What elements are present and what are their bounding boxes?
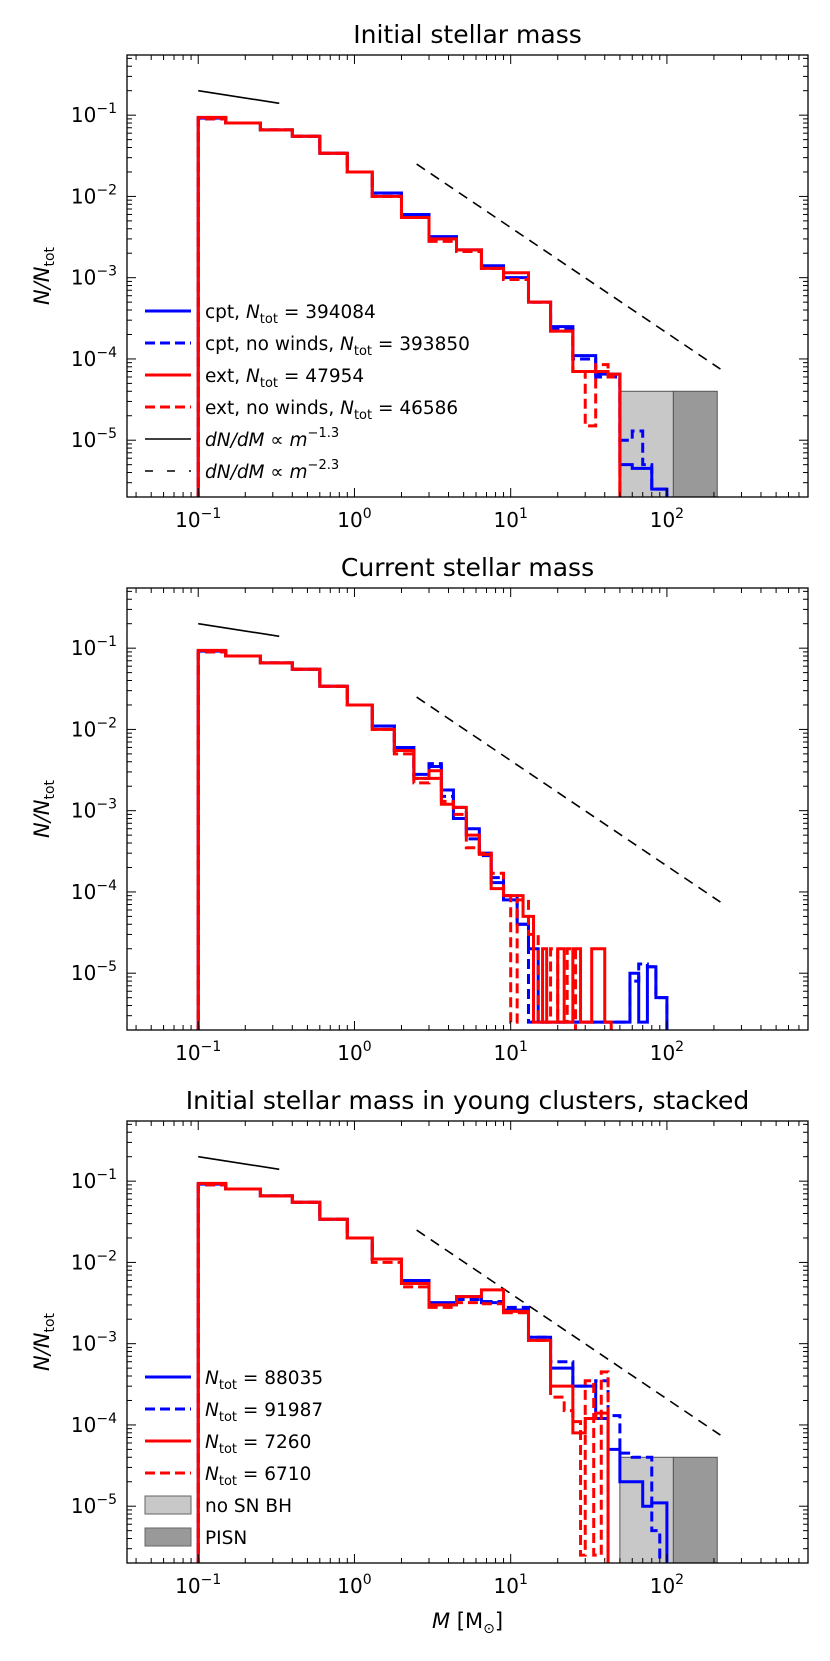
x-tick-label: 102: [650, 1572, 684, 1598]
y-tick-label: 10−5: [71, 1492, 117, 1518]
reference-line-2: [416, 1229, 721, 1436]
chart-title: Current stellar mass: [341, 553, 594, 582]
shaded-region-no-sn-bh: [619, 390, 674, 497]
legend-label: ext, no winds, Ntot = 46586: [205, 398, 458, 423]
axes-frame: [126, 54, 809, 498]
chart-title: Initial stellar mass in young clusters, …: [186, 1086, 749, 1115]
series-cpt-no-winds: [196, 650, 669, 1030]
reference-line-2: [416, 696, 721, 903]
axes-frame: [126, 1120, 809, 1564]
legend-item: PISN: [144, 1527, 247, 1549]
x-tick-label: 101: [493, 506, 527, 532]
legend-label: no SN BH: [205, 1496, 292, 1517]
x-tick-label: 10−1: [175, 506, 221, 532]
series-ext-no-winds: [196, 650, 578, 1030]
y-tick-label: 10−5: [71, 959, 117, 985]
legend-item: cpt, no winds, Ntot = 393850: [145, 334, 470, 359]
panel-3: Initial stellar mass in young clusters, …: [30, 1086, 809, 1637]
chart-title: Initial stellar mass: [353, 20, 582, 49]
legend-item: dN/dM ∝ m−2.3: [145, 458, 339, 483]
legend-item: Ntot = 6710: [145, 1464, 311, 1489]
reference-line-1: [198, 1155, 280, 1171]
legend-item: Ntot = 7260: [145, 1432, 311, 1457]
legend-item: ext, Ntot = 47954: [145, 366, 364, 391]
y-tick-label: 10−4: [71, 1411, 117, 1437]
shaded-region-pisn: [672, 1456, 718, 1563]
panel-1: Initial stellar mass 10−1 100 101 102 10−5 10−…: [30, 20, 809, 532]
legend-item: cpt, Ntot = 394084: [145, 302, 376, 327]
legend-swatch: [144, 1527, 192, 1547]
x-tick-label: 100: [337, 1039, 371, 1065]
legend-item: Ntot = 88035: [145, 1368, 323, 1393]
plot-area: [196, 89, 721, 497]
y-tick-label: 10−5: [71, 426, 117, 452]
x-tick-label: 102: [650, 506, 684, 532]
reference-line-1: [198, 89, 280, 105]
y-axis-label: N/Ntot: [30, 1312, 58, 1371]
y-tick-label: 10−2: [71, 1248, 117, 1274]
x-axis-label: M [M⊙]: [432, 1609, 503, 1637]
legend-label: cpt, no winds, Ntot = 393850: [205, 334, 470, 359]
legend-label: Ntot = 88035: [205, 1368, 323, 1393]
legend-label: dN/dM ∝ m−1.3: [205, 426, 339, 451]
x-tick-label: 10−1: [175, 1572, 221, 1598]
legend: Ntot = 88035 Ntot = 91987 Ntot = 7260 Ntot …: [144, 1368, 323, 1549]
y-tick-label: 10−2: [71, 715, 117, 741]
series-ext: [196, 115, 622, 497]
y-tick-label: 10−1: [71, 101, 117, 127]
x-tick-label: 100: [337, 506, 371, 532]
legend-label: ext, Ntot = 47954: [205, 366, 364, 391]
reference-line-1: [198, 622, 280, 638]
y-tick-label: 10−1: [71, 1167, 117, 1193]
x-tick-label: 101: [493, 1039, 527, 1065]
series-n-tot-6710: [196, 1183, 610, 1563]
y-axis-label: N/Ntot: [30, 246, 58, 305]
x-tick-label: 10−1: [175, 1039, 221, 1065]
series-ext: [196, 648, 613, 1030]
plot-area: [196, 1155, 721, 1563]
y-tick-label: 10−1: [71, 634, 117, 660]
shaded-region-pisn: [672, 390, 718, 497]
y-tick-label: 10−4: [71, 878, 117, 904]
legend: cpt, Ntot = 394084 cpt, no winds, Ntot = …: [145, 302, 470, 483]
plot-area: [196, 622, 721, 1030]
legend-label: cpt, Ntot = 394084: [205, 302, 376, 327]
panel-2: Current stellar mass 10−1 100 101 102 10−5 10−…: [30, 553, 809, 1065]
x-tick-label: 102: [650, 1039, 684, 1065]
series-cpt-no-winds: [196, 117, 669, 497]
y-tick-label: 10−4: [71, 345, 117, 371]
axes-frame: [126, 587, 809, 1031]
legend-label: dN/dM ∝ m−2.3: [205, 458, 339, 483]
legend-label: Ntot = 6710: [205, 1464, 311, 1489]
x-tick-label: 100: [337, 1572, 371, 1598]
y-tick-label: 10−3: [71, 797, 117, 823]
y-tick-label: 10−3: [71, 1330, 117, 1356]
legend-item: ext, no winds, Ntot = 46586: [145, 398, 458, 423]
y-axis-label: N/Ntot: [30, 779, 58, 838]
legend-item: Ntot = 91987: [145, 1400, 323, 1425]
legend-label: Ntot = 91987: [205, 1400, 323, 1425]
y-tick-label: 10−2: [71, 182, 117, 208]
legend-label: Ntot = 7260: [205, 1432, 311, 1457]
legend-item: no SN BH: [144, 1495, 292, 1517]
shaded-region-no-sn-bh: [619, 1456, 674, 1563]
series-n-tot-7260: [196, 1181, 610, 1563]
legend-label: PISN: [205, 1528, 247, 1549]
legend-item: dN/dM ∝ m−1.3: [145, 426, 339, 451]
x-tick-label: 101: [493, 1572, 527, 1598]
legend-swatch: [144, 1495, 192, 1515]
y-tick-label: 10−3: [71, 264, 117, 290]
